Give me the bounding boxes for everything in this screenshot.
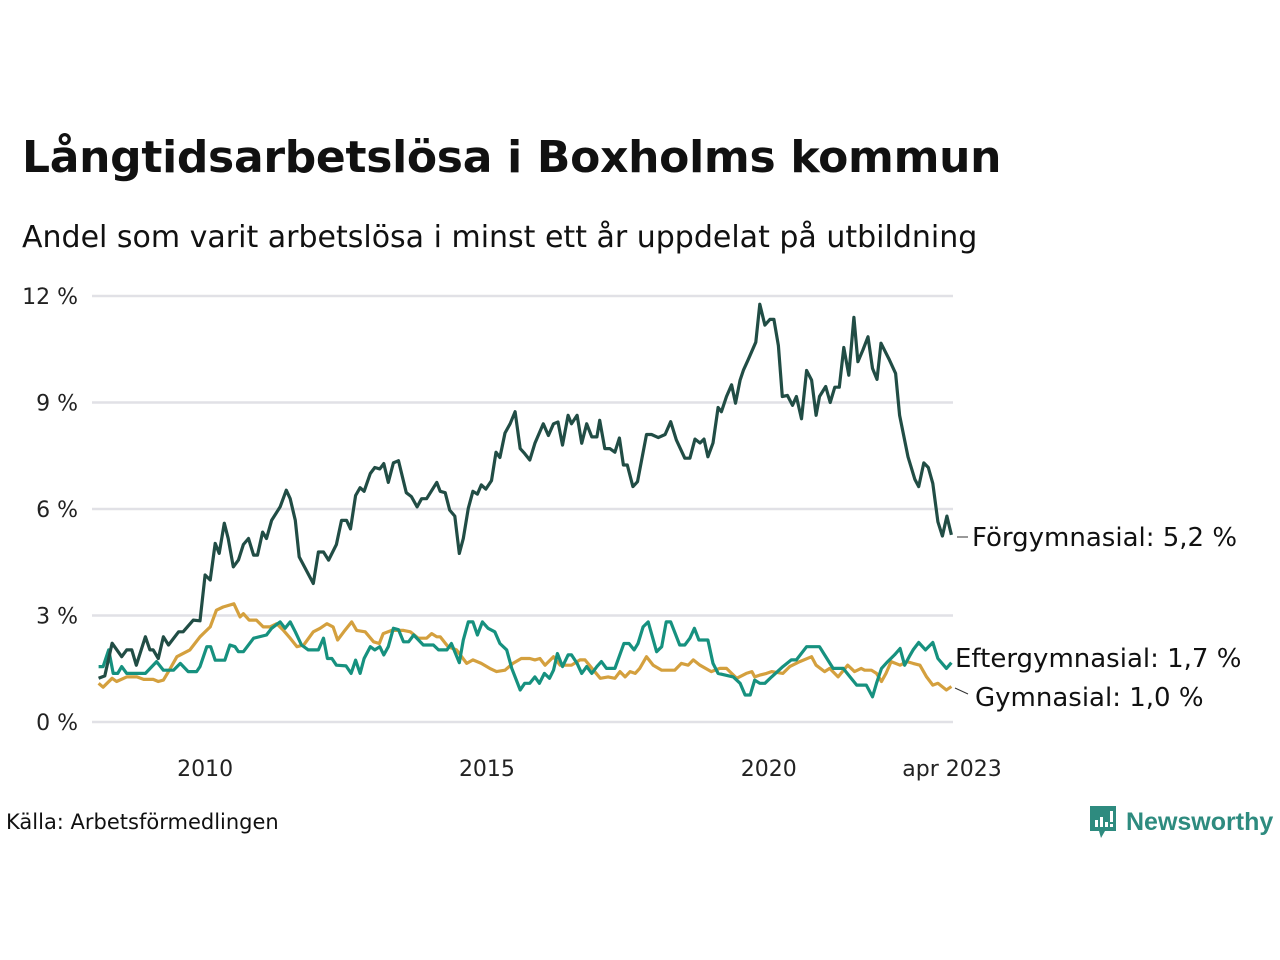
chart-subtitle: Andel som varit arbetslösa i minst ett å… bbox=[22, 220, 978, 255]
series-line-förgymnasial bbox=[98, 302, 953, 680]
source-note: Källa: Arbetsförmedlingen bbox=[6, 810, 279, 834]
series-end-label-eftergymnasial: Eftergymnasial: 1,7 % bbox=[955, 644, 1241, 674]
newsworthy-logo-icon bbox=[1090, 806, 1116, 838]
x-tick-label: 2010 bbox=[177, 757, 233, 782]
y-tick-label: 0 % bbox=[36, 711, 78, 736]
x-tick-label: apr 2023 bbox=[902, 757, 1001, 782]
logo-text: Newsworthy bbox=[1126, 807, 1274, 836]
y-tick-label: 12 % bbox=[22, 285, 78, 310]
y-tick-label: 3 % bbox=[36, 605, 78, 630]
series-end-label-förgymnasial: Förgymnasial: 5,2 % bbox=[972, 523, 1237, 553]
y-tick-label: 9 % bbox=[36, 392, 78, 417]
series-line-eftergymnasial bbox=[98, 620, 953, 699]
x-tick-label: 2015 bbox=[459, 757, 515, 782]
series-end-label-gymnasial: Gymnasial: 1,0 % bbox=[975, 683, 1204, 713]
series-line-gymnasial bbox=[97, 602, 953, 692]
newsworthy-logo: Newsworthy bbox=[1088, 804, 1273, 840]
x-tick-label: 2020 bbox=[741, 757, 797, 782]
y-tick-label: 6 % bbox=[36, 498, 78, 523]
chart-title: Långtidsarbetslösa i Boxholms kommun bbox=[22, 132, 1002, 183]
label-connector bbox=[954, 687, 969, 695]
